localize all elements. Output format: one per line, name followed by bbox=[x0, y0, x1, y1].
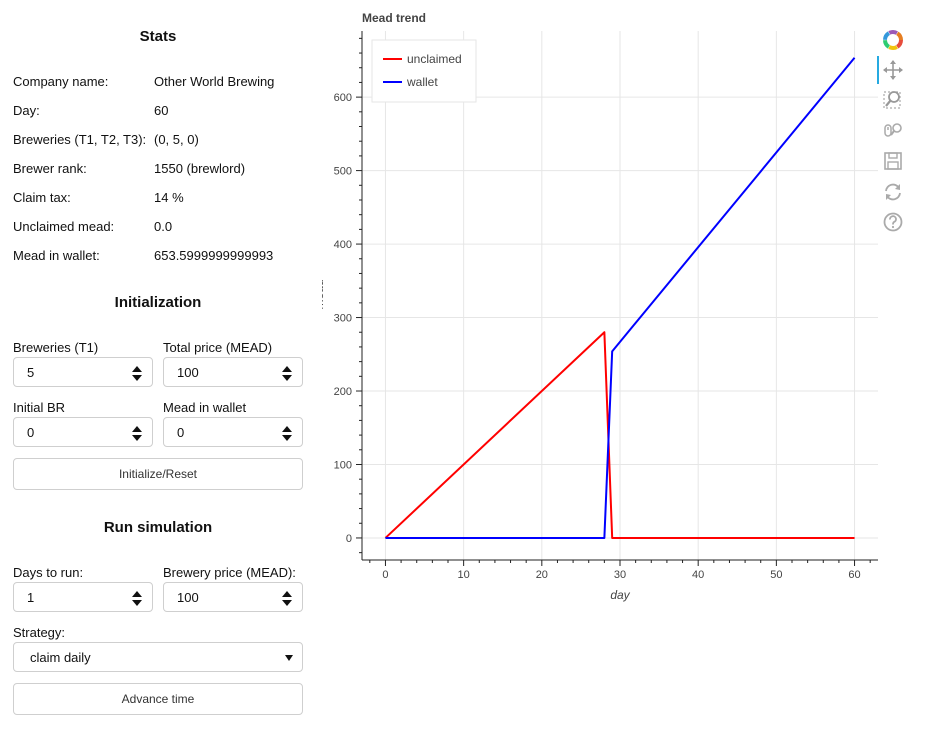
stat-label-company: Company name: bbox=[13, 74, 109, 89]
brewery-price-value[interactable]: 100 bbox=[177, 590, 199, 605]
mead-wallet-spinner[interactable]: 0 bbox=[163, 417, 303, 447]
strategy-select[interactable]: claim daily bbox=[13, 642, 303, 672]
mead-trend-chart[interactable]: Mead trend 0 10 20 30 40 50 600100200300400500… bbox=[322, 0, 878, 620]
spinner-down-icon[interactable] bbox=[282, 435, 292, 441]
breweries-t1-value[interactable]: 5 bbox=[27, 365, 35, 380]
legend-label-unclaimed: unclaimed bbox=[407, 52, 462, 66]
stat-value-unclaimed: 0.0 bbox=[154, 219, 173, 234]
spinner-up-icon[interactable] bbox=[132, 366, 142, 372]
spinner-up-icon[interactable] bbox=[282, 591, 292, 597]
stat-label-unclaimed: Unclaimed mead: bbox=[13, 219, 115, 234]
stat-label-day: Day: bbox=[13, 103, 40, 118]
x-tick-label: 40 bbox=[692, 569, 704, 581]
stat-value-tax: 14 % bbox=[154, 190, 184, 205]
initial-br-spinner[interactable]: 0 bbox=[13, 417, 153, 447]
y-tick-label: 300 bbox=[334, 313, 352, 325]
active-tool-indicator bbox=[877, 56, 879, 84]
x-tick-label: 50 bbox=[770, 569, 782, 581]
stat-label-wallet: Mead in wallet: bbox=[13, 248, 100, 263]
spinner-up-icon[interactable] bbox=[132, 426, 142, 432]
initial-br-label: Initial BR bbox=[13, 400, 66, 415]
advance-time-button[interactable]: Advance time bbox=[13, 683, 303, 715]
wheel-zoom-icon[interactable] bbox=[880, 117, 906, 143]
days-to-run-label: Days to run: bbox=[13, 565, 84, 580]
spinner-down-icon[interactable] bbox=[132, 435, 142, 441]
legend-label-wallet: wallet bbox=[406, 75, 438, 89]
y-tick-label: 600 bbox=[334, 92, 352, 104]
run-simulation-title: Run simulation bbox=[103, 519, 213, 536]
box-zoom-icon[interactable] bbox=[880, 87, 906, 113]
stat-value-company: Other World Brewing bbox=[154, 74, 275, 89]
stat-value-breweries: (0, 5, 0) bbox=[154, 132, 199, 147]
breweries-t1-label: Breweries (T1) bbox=[13, 340, 99, 355]
stat-value-day: 60 bbox=[154, 103, 169, 118]
brewery-price-label: Brewery price (MEAD): bbox=[163, 565, 296, 580]
reset-icon[interactable] bbox=[880, 179, 906, 205]
mead-wallet-label: Mead in wallet bbox=[163, 400, 247, 415]
mead-wallet-value[interactable]: 0 bbox=[177, 425, 185, 440]
y-axis-label: mead bbox=[322, 279, 326, 309]
stat-value-wallet: 653.5999999999993 bbox=[154, 248, 274, 263]
x-tick-label: 10 bbox=[458, 569, 470, 581]
help-icon[interactable] bbox=[880, 209, 906, 235]
x-tick-label: 0 bbox=[382, 569, 388, 581]
total-price-label: Total price (MEAD) bbox=[163, 340, 273, 355]
breweries-t1-spinner[interactable]: 5 bbox=[13, 357, 153, 387]
brewery-price-spinner[interactable]: 100 bbox=[163, 582, 303, 612]
save-icon[interactable] bbox=[880, 148, 906, 174]
spinner-down-icon[interactable] bbox=[132, 600, 142, 606]
stat-label-rank: Brewer rank: bbox=[13, 161, 87, 176]
stat-label-breweries: Breweries (T1, T2, T3): bbox=[13, 132, 147, 147]
chart-legend: unclaimed wallet bbox=[371, 39, 477, 103]
series-line-wallet bbox=[385, 57, 856, 539]
chevron-down-icon[interactable] bbox=[285, 655, 293, 661]
x-tick-label: 20 bbox=[536, 569, 548, 581]
y-tick-label: 400 bbox=[334, 239, 352, 251]
x-tick-label: 60 bbox=[848, 569, 860, 581]
days-to-run-value[interactable]: 1 bbox=[27, 590, 35, 605]
y-tick-label: 0 bbox=[346, 533, 352, 545]
total-price-spinner[interactable]: 100 bbox=[163, 357, 303, 387]
control-panel: Stats Company name: Other World Brewing … bbox=[0, 0, 318, 736]
chart-title: Mead trend bbox=[362, 11, 426, 25]
spinner-down-icon[interactable] bbox=[282, 600, 292, 606]
y-tick-label: 100 bbox=[334, 459, 352, 471]
initial-br-value[interactable]: 0 bbox=[27, 425, 35, 440]
spinner-up-icon[interactable] bbox=[282, 426, 292, 432]
legend-box bbox=[371, 39, 477, 103]
spinner-down-icon[interactable] bbox=[132, 375, 142, 381]
chart-series bbox=[384, 57, 856, 539]
y-tick-label: 200 bbox=[334, 386, 352, 398]
pan-icon[interactable] bbox=[880, 57, 906, 83]
stat-label-tax: Claim tax: bbox=[13, 190, 71, 205]
strategy-label: Strategy: bbox=[13, 625, 66, 640]
spinner-up-icon[interactable] bbox=[132, 591, 142, 597]
days-to-run-spinner[interactable]: 1 bbox=[13, 582, 153, 612]
stats-title: Stats bbox=[139, 28, 177, 45]
bokeh-logo-icon[interactable] bbox=[880, 27, 906, 53]
total-price-value[interactable]: 100 bbox=[177, 365, 199, 380]
stat-value-rank: 1550 (brewlord) bbox=[154, 161, 246, 176]
strategy-value[interactable]: claim daily bbox=[30, 650, 91, 665]
x-tick-label: 30 bbox=[614, 569, 626, 581]
y-tick-label: 500 bbox=[334, 166, 352, 178]
spinner-up-icon[interactable] bbox=[282, 366, 292, 372]
spinner-down-icon[interactable] bbox=[282, 375, 292, 381]
initialization-title: Initialization bbox=[114, 294, 202, 311]
x-axis-label: day bbox=[610, 588, 630, 602]
chart-grid bbox=[362, 31, 878, 560]
initialize-reset-button[interactable]: Initialize/Reset bbox=[13, 458, 303, 490]
